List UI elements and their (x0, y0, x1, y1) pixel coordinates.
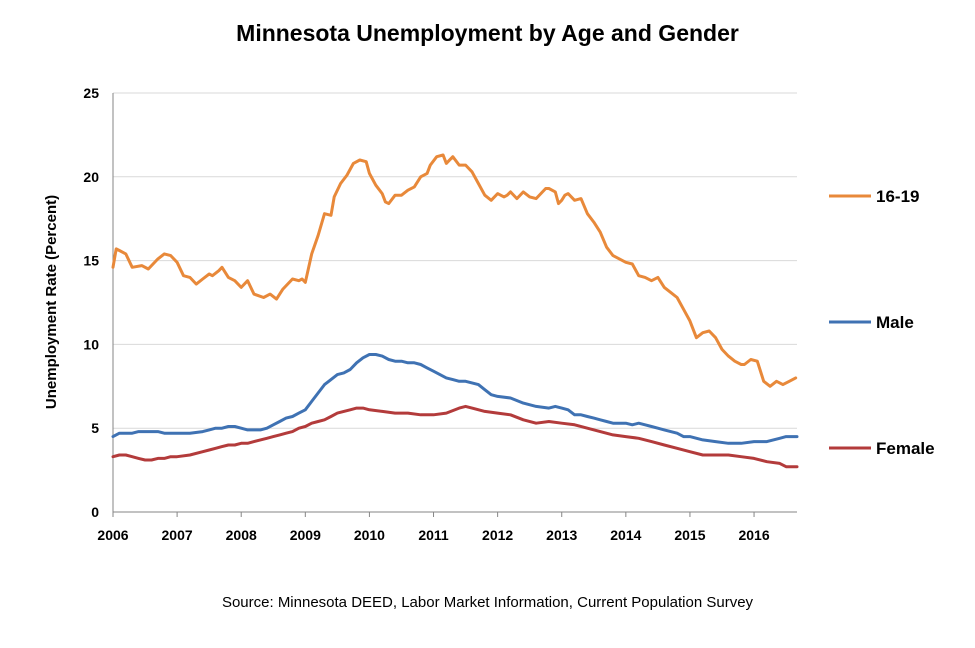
y-tick-label: 10 (83, 336, 99, 352)
legend-label: Male (876, 313, 914, 332)
legend-label: 16-19 (876, 187, 919, 206)
y-tick-label: 0 (91, 504, 99, 520)
x-tick-label: 2009 (290, 527, 321, 543)
gridlines (113, 92, 797, 429)
chart-title: Minnesota Unemployment by Age and Gender (236, 20, 739, 46)
y-tick-label: 15 (83, 253, 99, 269)
tick-labels: 0 5 10 15 20 25 2006 2007 2008 2009 2010 2011 2012 20… (83, 85, 769, 543)
source-note: Source: Minnesota DEED, Labor Market Inf… (221, 594, 754, 611)
x-tick-label: 2014 (610, 527, 641, 543)
x-tick-label: 2010 (354, 527, 385, 543)
x-tick-label: 2007 (162, 527, 193, 543)
axes (112, 93, 797, 517)
legend-label: Female (876, 439, 935, 458)
series-line-female (111, 404, 799, 469)
x-tick-label: 2015 (674, 527, 705, 543)
series-line-16-19 (111, 153, 798, 388)
y-tick-label: 25 (83, 85, 99, 101)
series-line-male (111, 353, 799, 445)
x-tick-label: 2011 (418, 527, 449, 543)
y-axis-title: Unemployment Rate (Percent) (43, 195, 60, 409)
x-tick-label: 2016 (738, 527, 769, 543)
x-tick-label: 2012 (482, 527, 513, 543)
y-tick-label: 5 (91, 420, 99, 436)
data-series (111, 153, 799, 469)
x-tick-label: 2013 (546, 527, 577, 543)
legend: 16-19 Male Female (829, 187, 935, 458)
y-tick-label: 20 (83, 169, 99, 185)
x-tick-label: 2006 (97, 527, 128, 543)
x-tick-label: 2008 (226, 527, 257, 543)
